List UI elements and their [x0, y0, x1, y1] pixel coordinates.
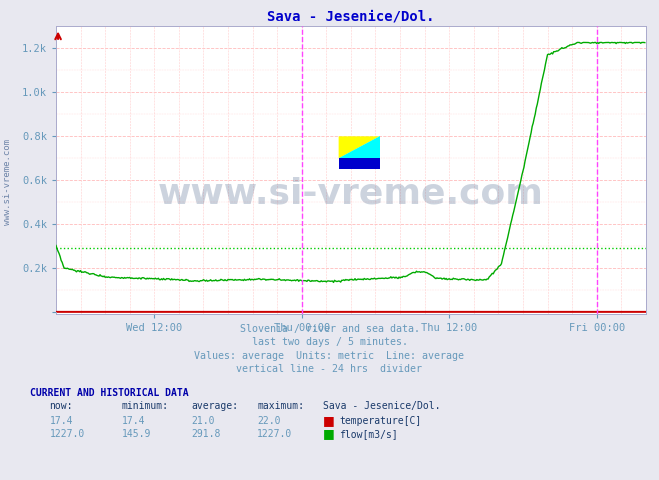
- Text: 1227.0: 1227.0: [49, 429, 84, 439]
- Text: 21.0: 21.0: [191, 416, 215, 426]
- Text: Sava - Jesenice/Dol.: Sava - Jesenice/Dol.: [323, 401, 440, 411]
- Text: Values: average  Units: metric  Line: average: Values: average Units: metric Line: aver…: [194, 351, 465, 361]
- Text: now:: now:: [49, 401, 73, 411]
- Text: CURRENT AND HISTORICAL DATA: CURRENT AND HISTORICAL DATA: [30, 388, 188, 398]
- Polygon shape: [339, 158, 380, 169]
- Text: last two days / 5 minutes.: last two days / 5 minutes.: [252, 337, 407, 348]
- Title: Sava - Jesenice/Dol.: Sava - Jesenice/Dol.: [267, 10, 435, 24]
- Text: 145.9: 145.9: [122, 429, 152, 439]
- Text: 291.8: 291.8: [191, 429, 221, 439]
- Text: www.si-vreme.com: www.si-vreme.com: [158, 177, 544, 210]
- Text: average:: average:: [191, 401, 238, 411]
- Polygon shape: [339, 136, 380, 158]
- Text: maximum:: maximum:: [257, 401, 304, 411]
- Text: 17.4: 17.4: [122, 416, 146, 426]
- Text: 17.4: 17.4: [49, 416, 73, 426]
- Text: flow[m3/s]: flow[m3/s]: [339, 429, 398, 439]
- Text: 22.0: 22.0: [257, 416, 281, 426]
- Text: ■: ■: [323, 414, 335, 427]
- Polygon shape: [339, 136, 380, 158]
- Text: minimum:: minimum:: [122, 401, 169, 411]
- Text: 1227.0: 1227.0: [257, 429, 292, 439]
- Text: ■: ■: [323, 427, 335, 440]
- Text: Slovenia / river and sea data.: Slovenia / river and sea data.: [239, 324, 420, 334]
- Text: temperature[C]: temperature[C]: [339, 416, 422, 426]
- Text: www.si-vreme.com: www.si-vreme.com: [3, 139, 13, 226]
- Text: vertical line - 24 hrs  divider: vertical line - 24 hrs divider: [237, 364, 422, 374]
